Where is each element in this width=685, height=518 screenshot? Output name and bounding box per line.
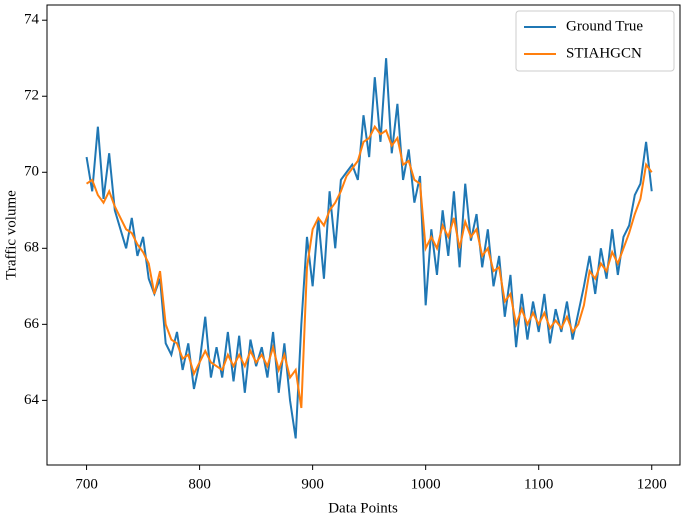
y-tick-label: 70 [24,164,39,180]
plot-frame [46,4,681,466]
y-tick-label: 64 [24,392,40,408]
x-tick-label: 1200 [637,476,667,492]
x-tick-label: 800 [188,476,211,492]
legend-label: Ground True [566,18,643,34]
x-axis-label: Data Points [328,500,398,516]
legend-label: STIAHGCN [566,45,642,61]
x-tick-label: 700 [75,476,98,492]
y-axis-label: Traffic volume [3,190,19,280]
x-tick-label: 1100 [524,476,553,492]
y-tick-label: 66 [24,316,40,332]
series-line [86,124,653,409]
y-tick-label: 74 [24,12,40,28]
x-tick-label: 1000 [411,476,441,492]
y-tick-label: 72 [24,88,39,104]
series-line [85,58,653,439]
y-tick-label: 68 [24,240,39,256]
x-tick-label: 900 [301,476,324,492]
